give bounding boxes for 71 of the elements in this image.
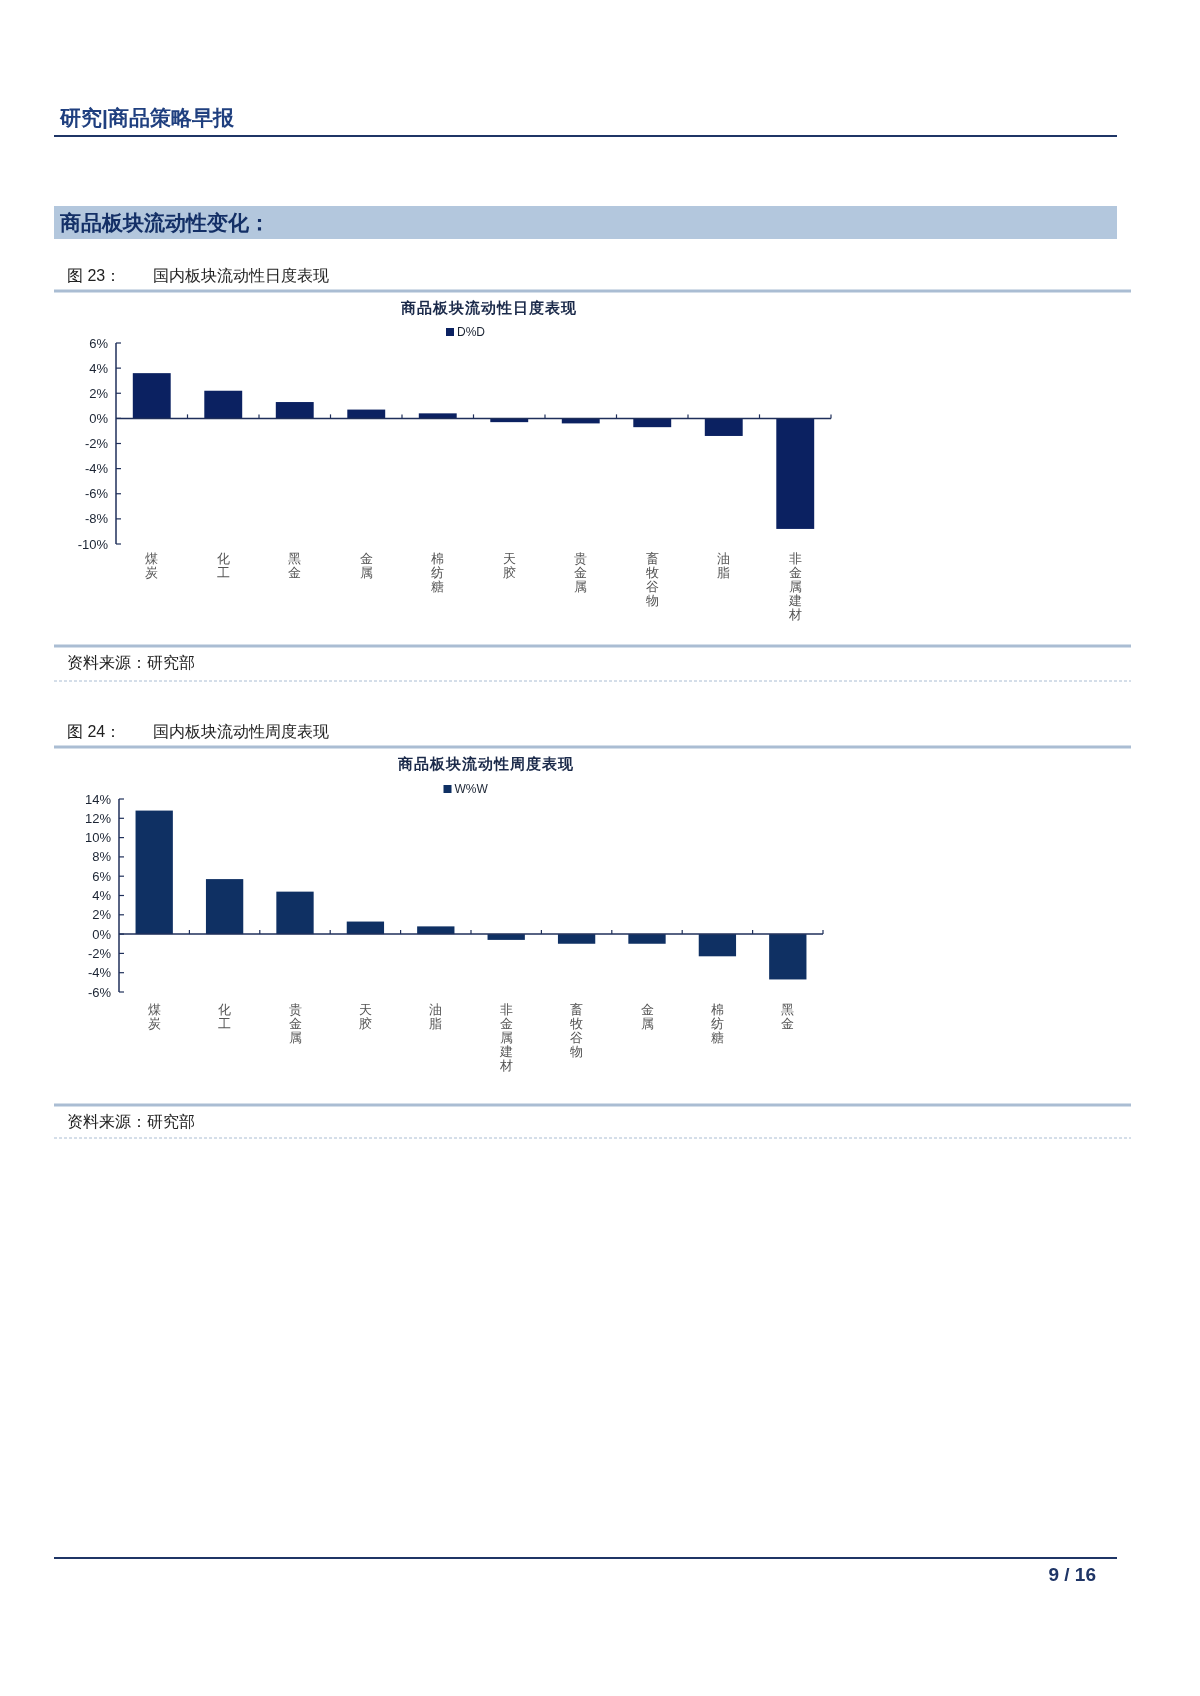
y-tick-label: 14%	[84, 791, 112, 807]
y-tick-label: 10%	[84, 830, 112, 846]
bar	[347, 409, 386, 419]
x-tick-label: 天胶	[502, 551, 516, 580]
bar	[132, 373, 171, 419]
bar	[418, 413, 457, 419]
y-tick-label: -6%	[84, 486, 109, 502]
caption: 图 24：	[67, 723, 122, 740]
text: 国内板块流动性周度表现	[153, 723, 329, 740]
text: 研究|商品策略早报	[59, 106, 235, 129]
bar	[628, 934, 666, 944]
legend-label: D%D	[457, 325, 486, 339]
bar	[557, 934, 596, 944]
x-tick-label: 棉纺糖	[710, 1002, 724, 1045]
x-tick-label: 非金属建材	[787, 551, 802, 622]
x-tick-label: 贵金属	[574, 551, 588, 594]
x-tick-label: 非金属建材	[498, 1002, 513, 1073]
x-tick-label: 煤炭	[147, 1002, 161, 1031]
y-tick-label: 2%	[89, 385, 109, 401]
bar	[205, 879, 244, 935]
bar	[135, 810, 173, 935]
y-tick-label: -4%	[84, 461, 109, 477]
x-tick-label: 贵金属	[288, 1002, 302, 1045]
y-tick-label: 2%	[92, 907, 112, 923]
text: 9 / 16	[1048, 1564, 1096, 1585]
y-tick-label: 4%	[92, 888, 112, 903]
x-tick-label: 金属	[359, 551, 373, 580]
bar	[276, 891, 314, 935]
x-tick-label: 黑金	[288, 551, 302, 580]
legend: D%D	[446, 325, 485, 339]
bar	[698, 934, 737, 957]
y-tick-label: -8%	[84, 511, 109, 527]
text: 国内板块流动性日度表现	[153, 267, 329, 284]
x-tick-label: 化工	[218, 1002, 232, 1031]
y-tick-label: 6%	[92, 868, 112, 884]
bar	[275, 402, 314, 419]
bar	[769, 934, 807, 980]
text: 资料来源：研究部	[67, 654, 195, 671]
x-tick-label: 油脂	[717, 551, 731, 580]
text: 商品板块流动性变化：	[59, 211, 270, 234]
bar	[776, 418, 815, 529]
x-tick-label: 油脂	[429, 1002, 443, 1031]
bar	[704, 418, 743, 436]
y-tick-label: 8%	[92, 849, 112, 865]
legend-label: W%W	[454, 782, 489, 796]
x-tick-label: 金属	[640, 1002, 654, 1031]
legend: W%W	[443, 782, 488, 796]
x-tick-label: 黑金	[781, 1002, 795, 1031]
y-tick-label: -4%	[87, 965, 112, 981]
x-tick-label: 煤炭	[145, 551, 159, 580]
text: 资料来源：研究部	[67, 1113, 195, 1130]
chart-title: 商品板块流动性周度表现	[397, 755, 574, 772]
bar	[204, 390, 243, 419]
y-tick-label: 12%	[84, 810, 112, 826]
y-tick-label: 0%	[92, 926, 112, 942]
bar	[417, 926, 455, 935]
x-tick-label: 化工	[216, 551, 230, 580]
x-tick-label: 畜牧谷物	[645, 551, 659, 608]
y-tick-label: -2%	[84, 436, 109, 451]
y-tick-label: 6%	[89, 335, 109, 351]
y-tick-label: -2%	[87, 945, 112, 961]
x-tick-label: 棉纺糖	[431, 551, 445, 594]
caption: 图 23：	[67, 267, 122, 284]
chart-title: 商品板块流动性日度表现	[399, 299, 577, 316]
x-tick-label: 天胶	[358, 1002, 372, 1031]
x-tick-label: 畜牧谷物	[570, 1002, 584, 1059]
y-tick-label: 0%	[89, 410, 109, 426]
y-tick-label: -10%	[77, 536, 109, 552]
bar	[633, 418, 672, 428]
y-tick-label: -6%	[87, 984, 112, 1000]
y-tick-label: 4%	[89, 360, 109, 376]
